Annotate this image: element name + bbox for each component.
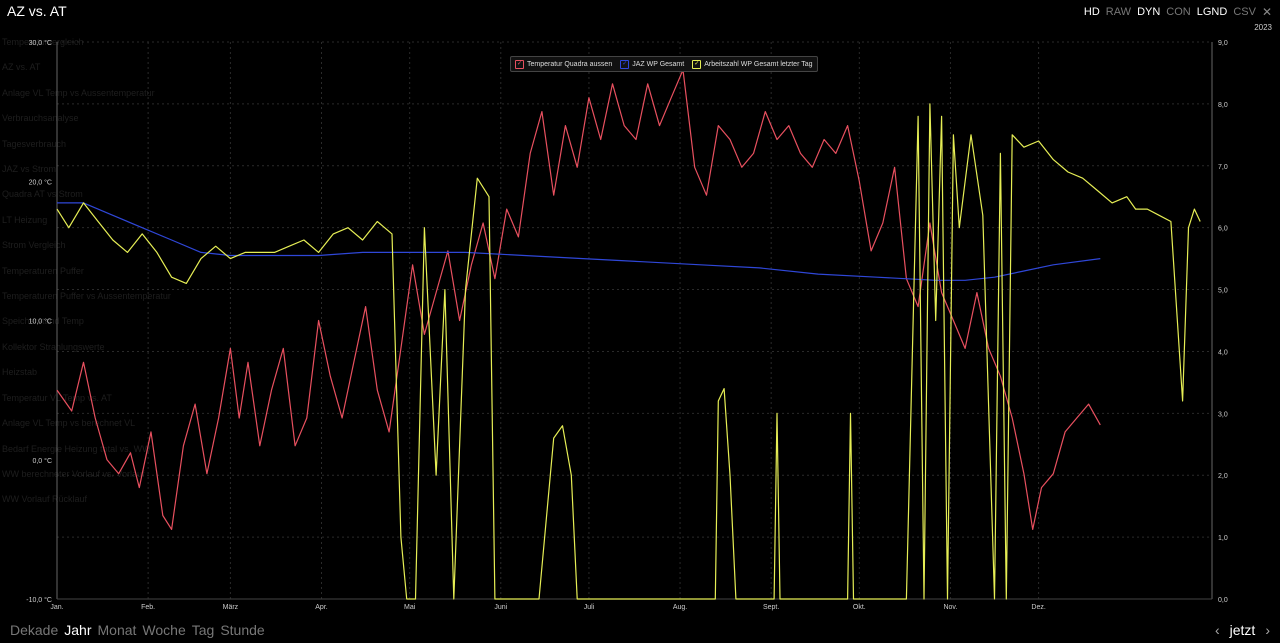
- y-right-tick-label: 4,0: [1218, 349, 1228, 356]
- x-tick-label: Nov.: [943, 604, 957, 611]
- period-tab-stunde[interactable]: Stunde: [220, 622, 265, 638]
- y-left-tick-label: -10,0 °C: [26, 596, 52, 604]
- background-menu-item: WW Vorlauf Rücklauf: [2, 494, 88, 505]
- background-menu-item: Bedarf Energie Heizung total vs. WW: [2, 443, 151, 454]
- background-menu-item: WW berechneter Vorlauf vs. Vorlauf: [2, 468, 145, 479]
- legend-checkbox-icon: ✓: [620, 59, 630, 69]
- background-menu-item: Quadra AT vs Strom: [2, 189, 83, 200]
- now-button[interactable]: jetzt: [1229, 622, 1256, 638]
- background-menu-item: Temperaturvergleich: [2, 37, 84, 47]
- chevron-right-icon[interactable]: ›: [1265, 622, 1270, 638]
- period-tab-woche[interactable]: Woche: [142, 622, 186, 638]
- background-menu-item: Heizstab: [2, 367, 38, 378]
- option-hd-toggle[interactable]: HD: [1083, 6, 1100, 18]
- y-right-tick-label: 8,0: [1218, 102, 1228, 109]
- background-menu-item: LT Heizung: [2, 214, 48, 225]
- background-menu-item: AZ vs. AT: [2, 62, 41, 73]
- period-tab-jahr[interactable]: Jahr: [64, 622, 92, 638]
- background-menu-item: Verbrauchsanalyse: [2, 113, 79, 124]
- x-tick-label: Dez.: [1031, 604, 1045, 611]
- y-left-tick-label: 0,0 °C: [32, 457, 52, 465]
- period-tab-monat[interactable]: Monat: [97, 622, 137, 638]
- y-right-tick-label: 2,0: [1218, 473, 1228, 480]
- option-raw-toggle[interactable]: RAW: [1105, 6, 1132, 18]
- background-menu-list: Temperaturvergleich AZ vs. AT Anlage VL Te…: [2, 30, 171, 513]
- background-menu-item: Temperaturen Puffer vs Aussentemperatur: [2, 291, 171, 302]
- background-menu-item: Tagesverbrauch: [2, 138, 67, 149]
- legend-checkbox-icon: ✓: [515, 59, 524, 69]
- x-tick-label: März: [223, 604, 239, 611]
- background-menu-item: Kollektor Strahlungswerte: [2, 341, 105, 352]
- y-right-tick-label: 6,0: [1218, 226, 1228, 233]
- background-menu-item: Speicherstand Temp: [2, 316, 84, 327]
- x-tick-label: Juli: [584, 604, 595, 611]
- legend-item-arbeitszahl[interactable]: ✓ Arbeitszahl WP Gesamt letzter Tag: [692, 59, 813, 69]
- y-right-tick-label: 0,0: [1218, 597, 1228, 604]
- y-right-tick-label: 1,0: [1218, 535, 1228, 542]
- series-line-jaz: [57, 202, 1101, 281]
- chevron-left-icon[interactable]: ‹: [1214, 622, 1220, 638]
- option-con-toggle[interactable]: CON: [1166, 6, 1191, 18]
- close-icon[interactable]: ✕: [1261, 5, 1272, 19]
- y-right-tick-label: 5,0: [1218, 288, 1228, 295]
- year-label: 2023: [1254, 23, 1272, 32]
- period-tab-dekade[interactable]: Dekade: [10, 622, 59, 638]
- legend-item-jaz[interactable]: ✓ JAZ WP Gesamt: [620, 59, 685, 69]
- option-csv-button[interactable]: CSV: [1233, 6, 1256, 18]
- period-tab-tag[interactable]: Tag: [191, 622, 215, 638]
- chart-window-title: AZ vs. AT: [7, 3, 67, 19]
- legend-checkbox-icon: ✓: [692, 59, 702, 69]
- option-dyn-toggle[interactable]: DYN: [1137, 6, 1161, 18]
- y-left-tick-label: 30,0 °C: [29, 39, 52, 47]
- chart-legend: ✓ Temperatur Quadra aussen ✓ JAZ WP Gesa…: [510, 56, 818, 72]
- y-right-tick-label: 7,0: [1218, 164, 1228, 171]
- background-menu-item: JAZ vs Strom: [2, 164, 57, 175]
- legend-item-temperature[interactable]: ✓ Temperatur Quadra aussen: [515, 59, 613, 69]
- x-tick-label: Feb.: [141, 604, 155, 611]
- x-tick-label: Jan.: [50, 604, 63, 611]
- time-navigation: ‹ jetzt ›: [1215, 622, 1270, 638]
- background-menu-item: Temperatur VL Temp vs. AT: [2, 392, 112, 403]
- legend-label-temperature: Temperatur Quadra aussen: [527, 60, 613, 68]
- option-lgnd-toggle[interactable]: LGND: [1196, 6, 1228, 18]
- series-line-temperature: [56, 69, 1101, 530]
- legend-label-jaz: JAZ WP Gesamt: [632, 60, 685, 68]
- y-right-tick-label: 9,0: [1218, 40, 1228, 47]
- x-tick-label: Okt.: [853, 604, 866, 611]
- y-left-tick-label: 10,0 °C: [29, 318, 52, 326]
- x-tick-label: Aug.: [673, 604, 687, 611]
- chart-options-toolbar: HD RAW DYN CON LGND CSV ✕: [1084, 5, 1272, 19]
- series-line-arbeitszahl: [56, 103, 1201, 600]
- x-tick-label: Apr.: [315, 604, 328, 611]
- y-left-tick-label: 20,0 °C: [29, 178, 52, 186]
- background-menu-item: Temperaturen Puffer: [2, 265, 84, 276]
- x-tick-label: Juni: [494, 604, 507, 611]
- legend-label-arbeitszahl: Arbeitszahl WP Gesamt letzter Tag: [704, 60, 813, 68]
- background-menu-item: Strom Vergleich: [2, 240, 66, 251]
- y-right-tick-label: 3,0: [1218, 411, 1228, 418]
- period-navigation: Dekade Jahr Monat Woche Tag Stunde: [10, 622, 265, 638]
- x-tick-label: Mai: [404, 604, 416, 611]
- x-tick-label: Sept.: [763, 604, 779, 611]
